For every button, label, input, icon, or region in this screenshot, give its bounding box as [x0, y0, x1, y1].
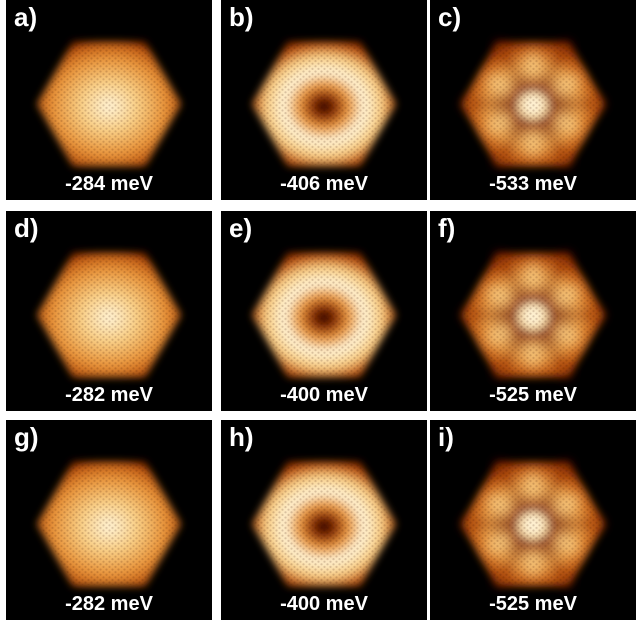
hexagonal-map — [252, 461, 396, 587]
panel-label: h) — [229, 422, 254, 452]
hexagonal-map — [252, 41, 396, 167]
panel-label: d) — [14, 213, 39, 243]
panel-c: c) -533 meV — [430, 0, 636, 200]
panel-label: e) — [229, 213, 253, 243]
energy-label: -525 meV — [489, 384, 577, 406]
panel-f: f) -525 meV — [430, 211, 636, 411]
hexagonal-map — [461, 252, 605, 378]
panel-label: g) — [14, 422, 39, 452]
hexagonal-map — [252, 252, 396, 378]
hexagonal-map — [37, 41, 181, 167]
panel-d: d) -282 meV — [6, 211, 212, 411]
energy-label: -282 meV — [65, 593, 153, 615]
energy-label: -525 meV — [489, 593, 577, 615]
panel-label: f) — [438, 213, 456, 243]
energy-label: -533 meV — [489, 173, 577, 195]
panel-h: h) -400 meV — [221, 420, 427, 620]
panel-g: g) -282 meV — [6, 420, 212, 620]
panel-b: b) -406 meV — [221, 0, 427, 200]
panel-a: a) -284 meV — [6, 0, 212, 200]
panel-label: c) — [438, 2, 462, 32]
energy-label: -406 meV — [280, 173, 368, 195]
energy-label: -282 meV — [65, 384, 153, 406]
panel-label: a) — [14, 2, 38, 32]
energy-label: -400 meV — [280, 384, 368, 406]
hexagonal-map — [461, 41, 605, 167]
panel-label: i) — [438, 422, 454, 452]
panel-i: i) -525 meV — [430, 420, 636, 620]
energy-label: -400 meV — [280, 593, 368, 615]
hexagonal-map — [37, 252, 181, 378]
energy-label: -284 meV — [65, 173, 153, 195]
panel-label: b) — [229, 2, 254, 32]
hexagonal-map — [37, 461, 181, 587]
hexagonal-map — [461, 461, 605, 587]
panel-e: e) -400 meV — [221, 211, 427, 411]
